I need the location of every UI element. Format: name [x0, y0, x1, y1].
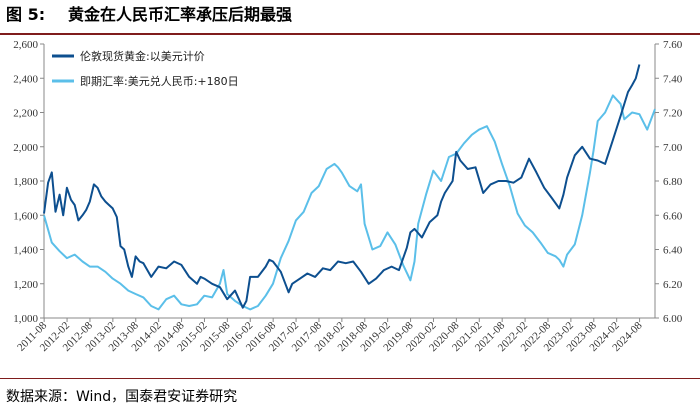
right-tick-label: 7.20 [663, 108, 683, 120]
right-tick-label: 6.00 [663, 313, 683, 325]
left-tick-label: 1,600 [13, 210, 38, 222]
right-tick-label: 7.00 [663, 142, 683, 154]
right-tick-label: 7.40 [663, 73, 683, 85]
left-tick-label: 1,800 [13, 176, 38, 188]
top-rule [0, 33, 700, 35]
source-note: 数据来源：Wind，国泰君安证券研究 [6, 389, 238, 405]
left-tick-label: 2,400 [13, 73, 38, 85]
figure-label: 图 5: [6, 5, 46, 24]
right-tick-label: 7.60 [663, 39, 683, 51]
left-tick-label: 1,200 [13, 279, 38, 291]
figure-title-bar: 图 5: 黄金在人民币汇率承压后期最强 [0, 0, 700, 30]
bottom-rule [0, 378, 700, 379]
figure-title: 黄金在人民币汇率承压后期最强 [68, 5, 293, 24]
left-tick-label: 1,400 [13, 245, 38, 257]
right-tick-label: 6.20 [663, 279, 683, 291]
left-tick-label: 1,000 [13, 313, 38, 325]
legend-label: 即期汇率:美元兑人民币:+180日 [80, 74, 239, 88]
legend-label: 伦敦现货黄金:以美元计价 [80, 49, 205, 63]
right-tick-label: 6.60 [663, 210, 683, 222]
left-tick-label: 2,200 [13, 108, 38, 120]
gold-price-line [43, 64, 641, 309]
right-tick-label: 6.40 [663, 245, 683, 257]
left-tick-label: 2,600 [13, 39, 38, 51]
right-tick-label: 6.80 [663, 176, 683, 188]
left-tick-label: 2,000 [13, 142, 38, 154]
usdcny-rate-line [43, 94, 656, 311]
dual-axis-line-chart: 1,000 1,200 1,400 1,600 1,800 2,000 2,200 2,400… [13, 39, 683, 354]
